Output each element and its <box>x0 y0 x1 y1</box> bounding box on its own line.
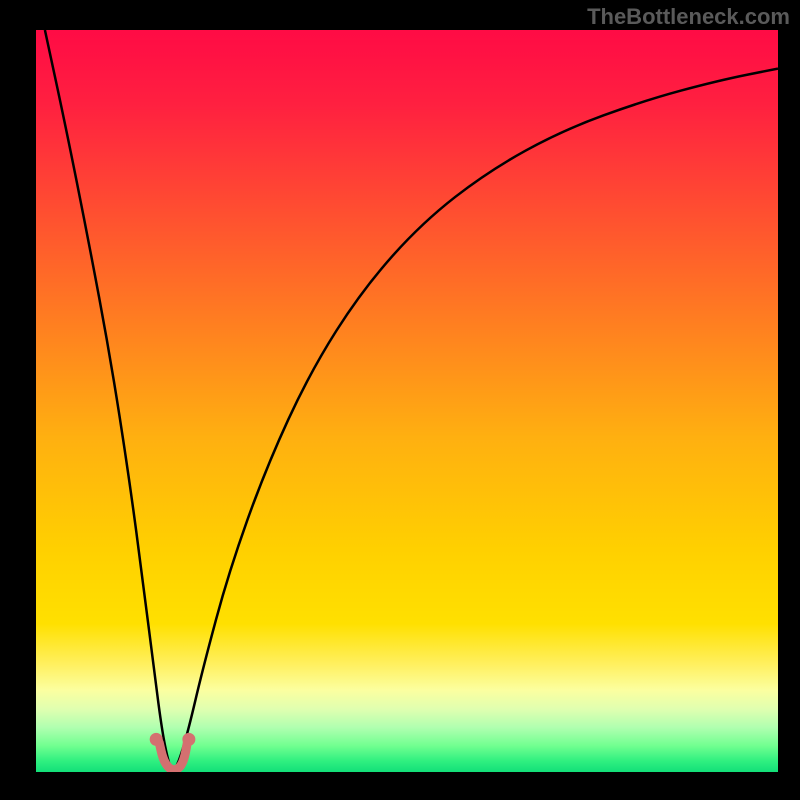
optimum-dot <box>150 733 163 746</box>
plot-area <box>36 30 778 772</box>
optimum-dot <box>182 733 195 746</box>
chart-svg <box>36 30 778 772</box>
gradient-background <box>36 30 778 772</box>
watermark-text: TheBottleneck.com <box>587 4 790 30</box>
chart-root: TheBottleneck.com <box>0 0 800 800</box>
